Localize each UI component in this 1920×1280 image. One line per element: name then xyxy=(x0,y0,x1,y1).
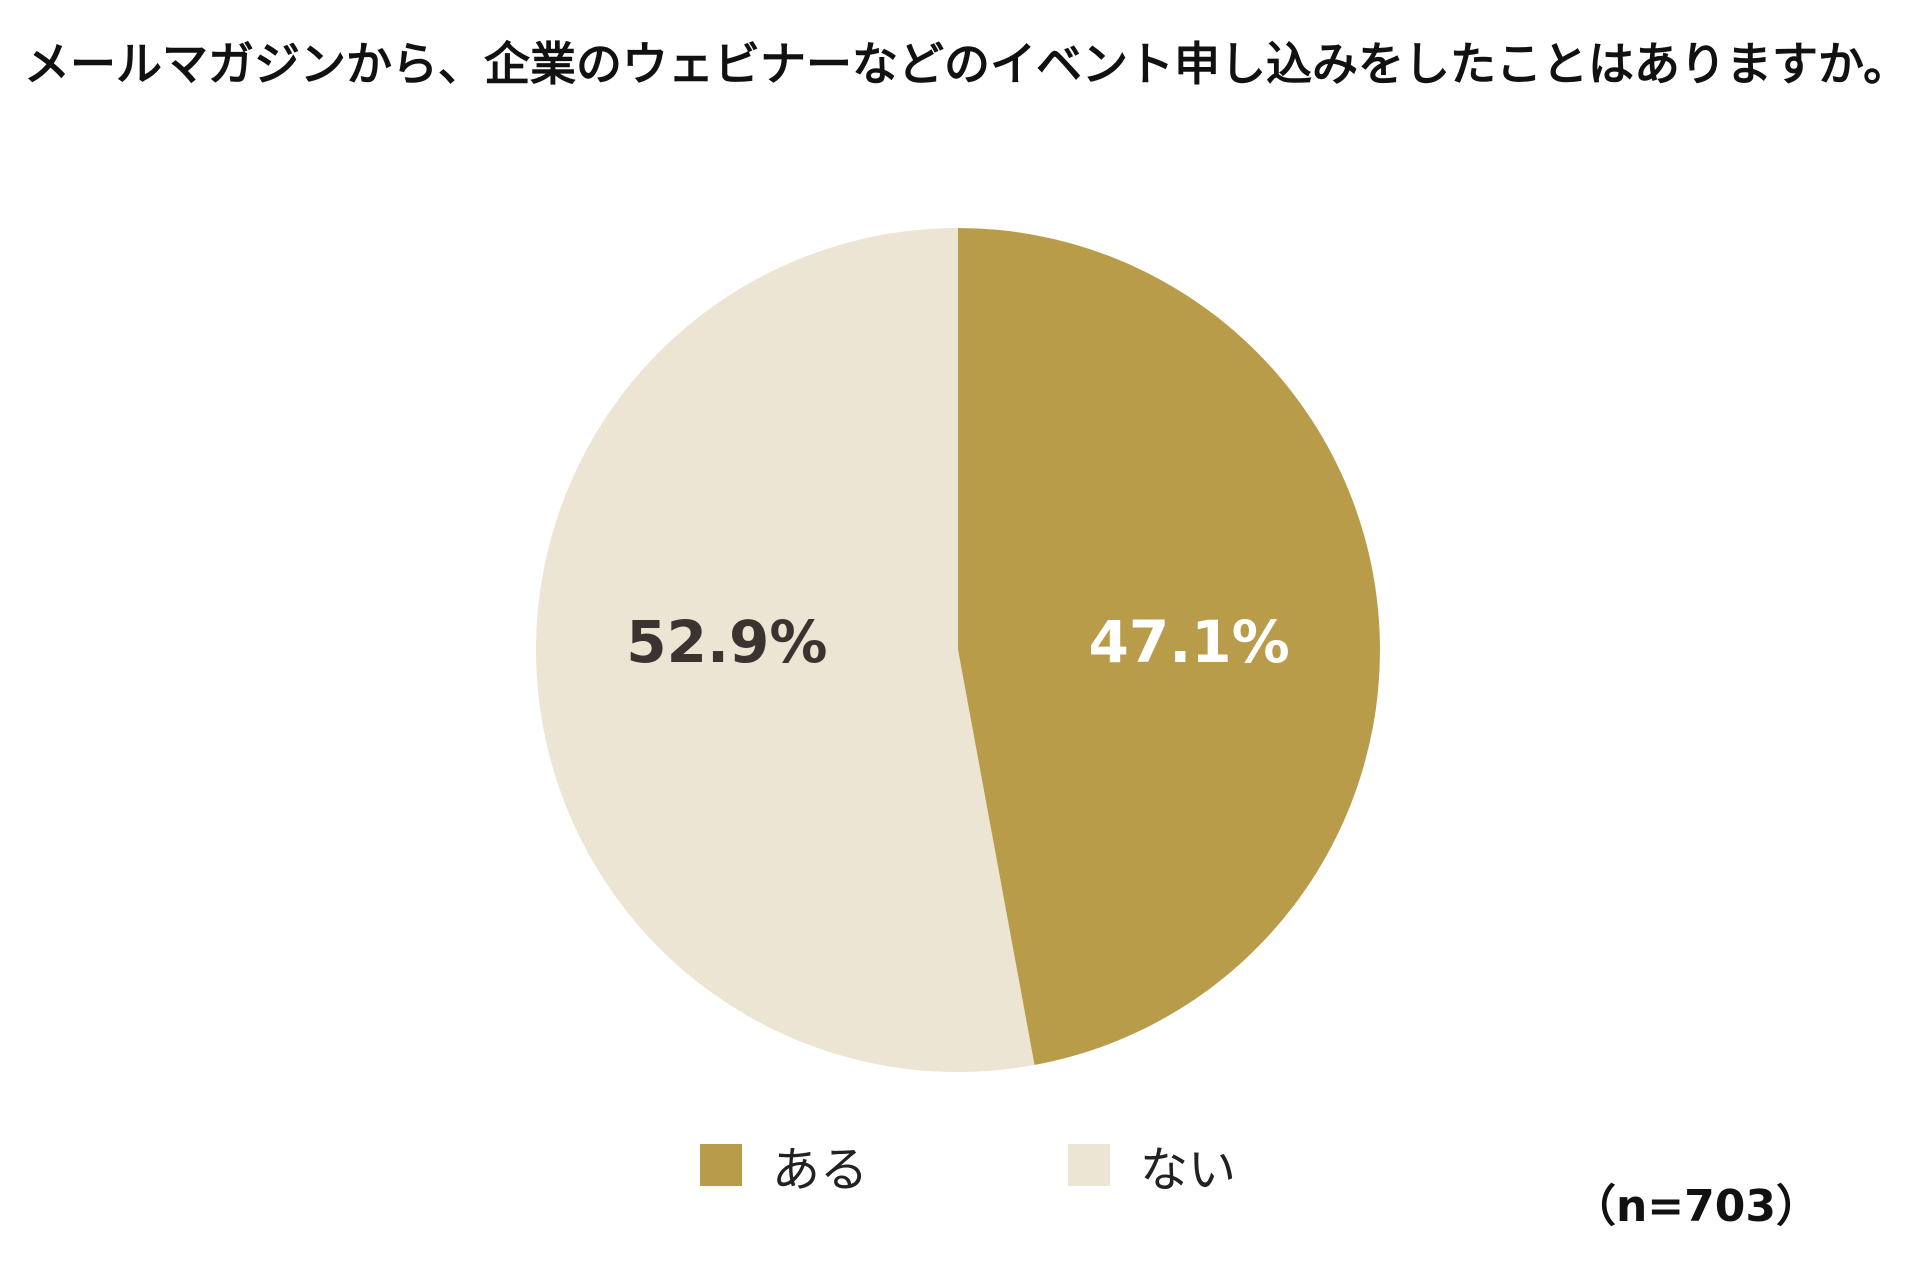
pie-labels: 47.1% 52.9% xyxy=(626,608,1289,676)
data-label-nai: 52.9% xyxy=(626,608,827,676)
data-label-aru: 47.1% xyxy=(1089,608,1290,676)
pie-slices xyxy=(536,227,1381,1072)
pie-chart: 47.1% 52.9% xyxy=(536,227,1381,1072)
pie-slice-aru xyxy=(958,227,1381,1066)
sample-size: （n=703） xyxy=(1571,1181,1820,1232)
chart-title: メールマガジンから、企業のウェビナーなどのイベント申し込みをしたことはありますか… xyxy=(24,37,1910,91)
legend-swatch-nai xyxy=(1068,1144,1111,1186)
legend-label-aru: ある xyxy=(772,1142,869,1198)
legend-item-nai: ない xyxy=(1068,1130,1236,1200)
pie-slice-nai xyxy=(536,228,1035,1072)
legend-label-nai: ない xyxy=(1140,1142,1237,1198)
legend-item-aru: ある xyxy=(700,1130,868,1200)
legend: ある ない xyxy=(700,1130,1436,1200)
legend-swatch-aru xyxy=(700,1144,742,1186)
